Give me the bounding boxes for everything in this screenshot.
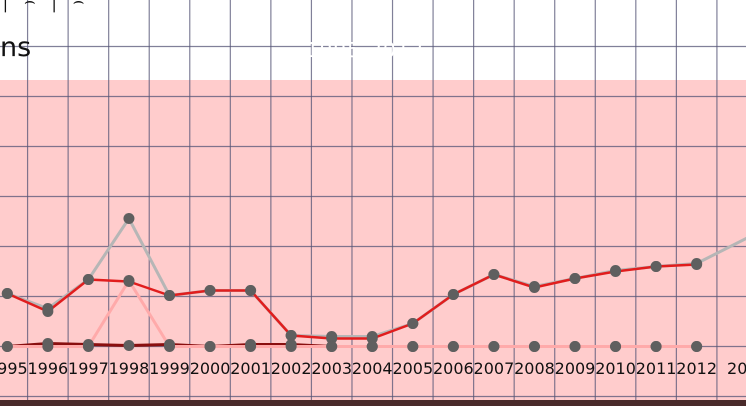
data-point-series-4	[447, 341, 459, 352]
plot-band	[0, 80, 746, 400]
x-tick-label: 2005	[392, 359, 433, 378]
data-point-series-2	[691, 259, 703, 270]
series-line-3	[5, 279, 699, 348]
x-tick-label: 2004	[352, 359, 393, 378]
data-point-series-2	[650, 261, 662, 272]
data-point-series-4	[488, 341, 500, 352]
series-line-2	[6, 263, 698, 340]
data-point-series-4	[326, 341, 338, 352]
x-tick-label: 2008	[514, 359, 555, 378]
data-point-series-2	[407, 318, 419, 329]
data-point-series-2	[285, 330, 297, 341]
x-tick-label: 2011	[636, 359, 677, 378]
data-point-series-4	[691, 341, 703, 352]
data-point-series-4	[528, 341, 540, 352]
data-point-series-4	[82, 339, 94, 350]
x-tick-label: 2012	[676, 359, 717, 378]
data-point-series-2	[569, 273, 581, 284]
grid-lines	[0, 0, 746, 405]
x-tick-label: 1997	[68, 359, 109, 378]
data-point-series-2	[610, 266, 622, 277]
data-point-series-4	[366, 341, 378, 352]
x-tick-label: 1996	[27, 359, 68, 378]
data-point-series-1	[123, 213, 135, 224]
x-tick-label: 2001	[230, 359, 271, 378]
data-point-series-4	[204, 341, 216, 352]
x-tick-label: 2002	[271, 359, 312, 378]
data-point-series-2	[82, 274, 94, 285]
data-point-series-3	[123, 275, 135, 286]
data-point-series-4	[245, 339, 257, 350]
x-tick-label: 1995	[0, 359, 28, 378]
data-point-series-4	[407, 341, 419, 352]
data-point-series-2	[447, 289, 459, 300]
data-point-series-2	[528, 282, 540, 293]
data-point-series-4	[42, 338, 54, 349]
data-point-series-2	[366, 333, 378, 344]
data-point-series-4	[164, 339, 175, 350]
data-point-series-4	[650, 341, 662, 352]
x-tick-label: 2000	[190, 359, 231, 378]
x-tick-label: 2006	[433, 359, 474, 378]
data-point-series-2	[488, 269, 500, 280]
data-point-series-2	[204, 285, 216, 296]
x-tick-label: 1998	[109, 359, 150, 378]
x-tick-label: 2003	[311, 359, 352, 378]
faint-heading: 1995-2012	[306, 38, 425, 62]
data-point-series-4	[610, 341, 622, 352]
x-tick-label: 1999	[149, 359, 190, 378]
x-axis-line	[0, 400, 746, 406]
data-point-series-2	[42, 306, 54, 317]
data-point-series-2	[245, 285, 257, 296]
data-point-series-2	[164, 290, 175, 301]
data-point-series-2	[326, 333, 338, 344]
data-point-series-4	[285, 339, 297, 350]
data-point-series-4	[123, 340, 135, 351]
data-point-series-4	[569, 341, 581, 352]
data-point-series-4	[1, 341, 13, 352]
series-line-continuation	[695, 236, 746, 265]
x-tick-label: 2009	[555, 359, 596, 378]
x-tick-label: 20	[727, 359, 746, 378]
top-glyph-fragment: ⌠ ⌢ ⌠ ⌢	[0, 0, 89, 11]
x-tick-label: 2010	[595, 359, 636, 378]
data-point-series-2	[1, 288, 13, 299]
chart-title-fragment: ns	[0, 32, 32, 63]
x-tick-label: 2007	[474, 359, 515, 378]
